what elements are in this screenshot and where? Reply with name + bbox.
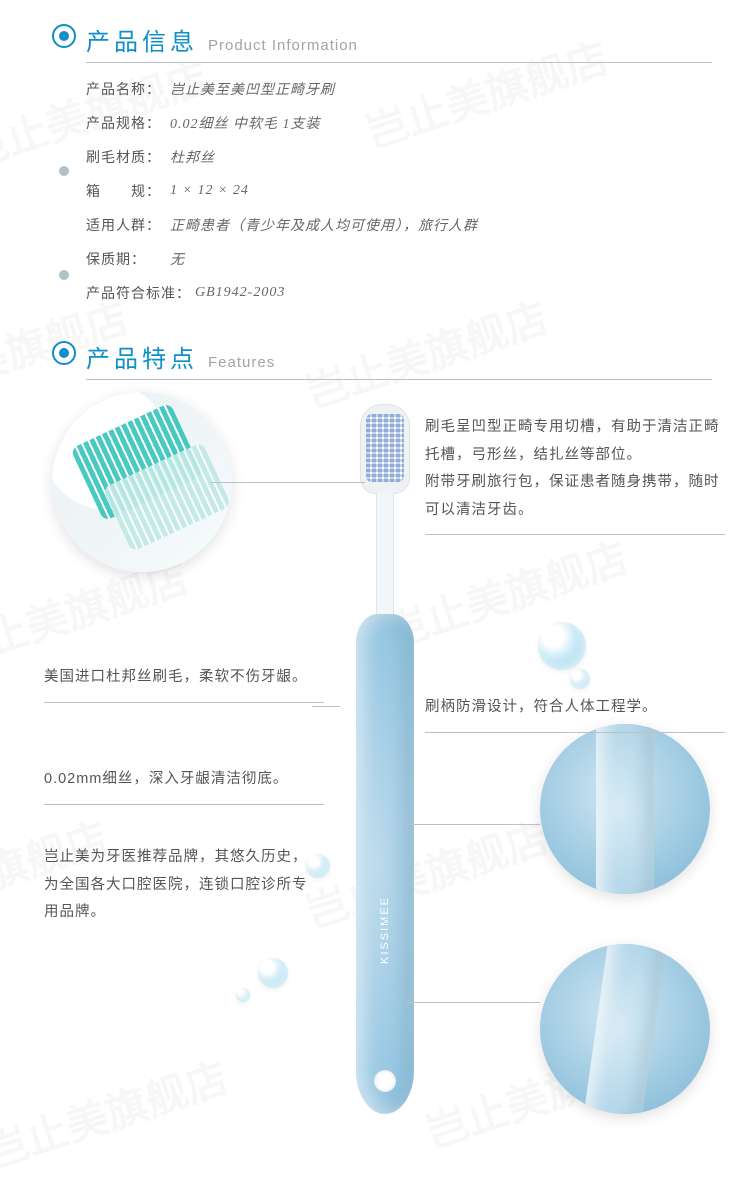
- section1-title-en: Product Information: [208, 37, 358, 54]
- spec-value: GB1942-2003: [195, 285, 285, 301]
- spec-row: 产品规格：0.02细丝 中软毛 1支装: [86, 113, 750, 133]
- feature-text: 刷毛呈凹型正畸专用切槽，有助于清洁正畸托槽，弓形丝，结扎丝等部位。 附带牙刷旅行…: [425, 419, 720, 518]
- spec-value: 杜邦丝: [170, 147, 215, 167]
- section-features-header: 产品特点 Features: [0, 339, 750, 374]
- spec-value: 0.02细丝 中软毛 1支装: [170, 113, 321, 133]
- feature-text-brand-history: 岂止美为牙医推荐品牌，其悠久历史，为全国各大口腔医院，连锁口腔诊所专用品牌。: [44, 844, 314, 927]
- section2-title-zh: 产品特点: [86, 339, 198, 374]
- feature-text: 美国进口杜邦丝刷毛，柔软不伤牙龈。: [44, 669, 308, 685]
- feature-text-fine-bristle: 0.02mm细丝，深入牙龈清洁彻底。: [44, 766, 324, 805]
- bullet-icon: [52, 24, 76, 48]
- spec-row: 产品符合标准：GB1942-2003: [86, 283, 750, 303]
- spec-label: 产品名称：: [86, 79, 170, 99]
- feature-text: 0.02mm细丝，深入牙龈清洁彻底。: [44, 771, 288, 787]
- spec-label: 适用人群：: [86, 215, 170, 235]
- spec-label: 产品符合标准：: [86, 283, 191, 303]
- spec-row: 刷毛材质：杜邦丝: [86, 147, 750, 167]
- spec-value: 岂止美至美凹型正畸牙刷: [170, 79, 335, 99]
- section-product-info-header: 产品信息 Product Information: [0, 22, 750, 57]
- feature-text: 岂止美为牙医推荐品牌，其悠久历史，为全国各大口腔医院，连锁口腔诊所专用品牌。: [44, 849, 308, 920]
- features-area: KISSIMEE 刷毛呈凹型正畸专用切槽，有助于清洁正畸托槽，弓形丝，结扎丝等部…: [0, 374, 750, 1154]
- divider-line: [86, 62, 712, 63]
- feature-text-dupont: 美国进口杜邦丝刷毛，柔软不伤牙龈。: [44, 664, 324, 703]
- spec-row: 箱 规：1 × 12 × 24: [86, 181, 750, 201]
- closeup-handle-bottom: [540, 944, 710, 1114]
- toothbrush-illustration: KISSIMEE: [340, 404, 420, 1134]
- water-bubble: [258, 958, 288, 988]
- spec-row: 保质期：无: [86, 249, 750, 269]
- spec-value: 正畸患者（青少年及成人均可使用），旅行人群: [170, 215, 478, 235]
- water-bubble: [538, 622, 586, 670]
- brand-on-handle: KISSIMEE: [379, 896, 391, 964]
- water-bubble: [236, 988, 250, 1002]
- water-bubble: [570, 669, 590, 689]
- leader-line: [312, 706, 340, 707]
- leader-line: [210, 482, 365, 483]
- spec-row: 适用人群：正畸患者（青少年及成人均可使用），旅行人群: [86, 215, 750, 235]
- closeup-brush-head: [52, 392, 232, 572]
- feature-text: 刷柄防滑设计，符合人体工程学。: [425, 699, 658, 715]
- spec-row: 产品名称：岂止美至美凹型正畸牙刷: [86, 79, 750, 99]
- divider-line: [425, 534, 725, 535]
- divider-line: [425, 732, 725, 733]
- water-bubble: [306, 854, 330, 878]
- spec-list: 产品名称：岂止美至美凹型正畸牙刷 产品规格：0.02细丝 中软毛 1支装 刷毛材…: [0, 79, 750, 303]
- bullet-icon: [52, 341, 76, 365]
- spec-value: 无: [170, 249, 185, 269]
- spec-label: 产品规格：: [86, 113, 170, 133]
- section2-title-en: Features: [208, 354, 275, 371]
- spec-label: 箱 规：: [86, 181, 170, 201]
- leader-line: [405, 1002, 540, 1003]
- section1-title-zh: 产品信息: [86, 22, 198, 57]
- spec-label: 刷毛材质：: [86, 147, 170, 167]
- closeup-handle-top: [540, 724, 710, 894]
- spec-value: 1 × 12 × 24: [170, 183, 249, 199]
- divider-line: [44, 702, 324, 703]
- divider-line: [44, 804, 324, 805]
- leader-line: [405, 824, 540, 825]
- feature-text-bristle-shape: 刷毛呈凹型正畸专用切槽，有助于清洁正畸托槽，弓形丝，结扎丝等部位。 附带牙刷旅行…: [425, 414, 725, 535]
- feature-text-handle: 刷柄防滑设计，符合人体工程学。: [425, 694, 725, 733]
- spec-label: 保质期：: [86, 249, 170, 269]
